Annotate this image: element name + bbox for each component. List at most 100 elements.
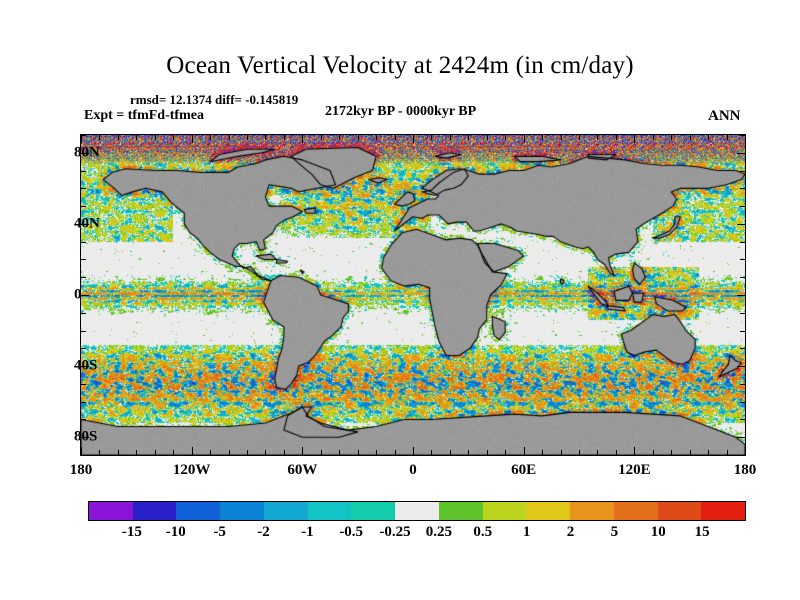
x-tick — [265, 450, 267, 456]
y-tick-right — [737, 366, 746, 368]
y-tick — [80, 170, 86, 172]
colorbar-band — [613, 502, 658, 520]
colorbar-band — [220, 502, 264, 520]
y-tick-right — [740, 401, 746, 403]
colorbar-band — [482, 502, 527, 520]
x-tick — [449, 450, 451, 456]
x-tick-top — [136, 134, 138, 140]
y-tick — [80, 135, 86, 136]
x-tick-top — [652, 134, 654, 140]
x-tick-top — [81, 134, 82, 143]
experiment-annotation: Expt = tfmFd-tfmea — [84, 108, 204, 123]
x-tick — [136, 450, 138, 456]
y-tick-right — [740, 383, 746, 385]
x-axis-label: 60W — [287, 462, 318, 478]
colorbar-tick-label: -2 — [257, 524, 270, 540]
time-period-annotation: 2172kyr BP - 0000kyr BP — [325, 104, 477, 119]
y-axis-label: 40N — [74, 215, 100, 232]
x-tick-top — [615, 134, 617, 140]
colorbar-band — [395, 502, 439, 520]
x-tick-top — [560, 134, 562, 140]
y-tick — [80, 152, 89, 154]
colorbar-tick-label: -0.5 — [339, 524, 364, 540]
x-axis-label: 60E — [511, 462, 537, 478]
y-tick-right — [740, 188, 746, 190]
colorbar-band — [263, 502, 308, 520]
x-tick-top — [247, 134, 248, 140]
x-tick-top — [99, 134, 101, 140]
y-tick — [80, 206, 86, 208]
x-tick — [210, 450, 212, 456]
y-tick — [80, 419, 86, 421]
colorbar-band — [570, 502, 614, 520]
x-tick-top — [265, 134, 267, 140]
x-tick-top — [597, 134, 599, 140]
x-tick-top — [579, 134, 580, 140]
y-tick — [80, 223, 89, 225]
colorbar-band — [307, 502, 352, 520]
x-tick-top — [542, 134, 544, 140]
x-tick-top — [173, 134, 175, 140]
y-tick — [80, 259, 86, 261]
colorbar-tick-label: 10 — [650, 524, 666, 540]
colorbar-tick-label: -5 — [213, 524, 226, 540]
x-tick-top — [191, 134, 193, 143]
map-plot-area — [80, 134, 746, 456]
y-axis-label: 0 — [74, 286, 82, 303]
colorbar-tick-label: -1 — [301, 524, 314, 540]
y-tick — [80, 455, 86, 456]
x-tick — [320, 450, 322, 456]
x-tick-top — [154, 134, 156, 140]
x-tick-top — [689, 134, 691, 140]
x-tick-top — [117, 134, 119, 140]
y-tick-right — [737, 152, 746, 154]
x-tick — [505, 450, 507, 456]
y-tick — [80, 348, 86, 350]
y-tick-right — [740, 455, 746, 456]
y-tick-right — [740, 241, 746, 243]
colorbar-band — [701, 502, 746, 520]
y-tick — [80, 241, 86, 243]
x-tick — [597, 450, 599, 456]
x-tick-top — [505, 134, 507, 140]
y-tick-right — [740, 312, 746, 314]
colorbar-tick-label: 5 — [610, 524, 619, 540]
y-tick — [80, 383, 86, 385]
x-tick-top — [320, 134, 322, 140]
x-tick — [376, 450, 378, 456]
x-tick — [283, 450, 285, 456]
colorbar-band — [132, 502, 177, 520]
colorbar-tick-label: 2 — [566, 524, 575, 540]
x-tick — [191, 447, 193, 456]
x-tick — [228, 450, 230, 456]
x-tick-top — [339, 134, 341, 140]
colorbar-band — [526, 502, 571, 520]
x-tick — [486, 450, 488, 456]
x-tick-top — [726, 134, 728, 140]
x-tick-top — [413, 134, 414, 143]
y-tick — [80, 188, 86, 190]
x-tick — [339, 450, 341, 456]
y-tick-right — [737, 437, 746, 439]
x-axis-label: 0 — [409, 462, 417, 478]
y-tick — [80, 330, 86, 332]
y-tick — [80, 295, 89, 296]
y-tick-right — [740, 135, 746, 136]
y-tick-right — [740, 277, 746, 279]
y-axis-label: 80S — [74, 428, 98, 445]
page-title: Ocean Vertical Velocity at 2424m (in cm/… — [166, 52, 634, 79]
x-tick — [745, 447, 746, 456]
x-tick-top — [745, 134, 746, 143]
y-tick-right — [740, 259, 746, 261]
x-tick — [173, 450, 175, 456]
x-tick-top — [671, 134, 673, 140]
x-tick — [247, 450, 248, 456]
y-tick-right — [740, 330, 746, 332]
x-tick — [689, 450, 691, 456]
x-tick-top — [394, 134, 396, 140]
x-tick — [726, 450, 728, 456]
x-tick-top — [449, 134, 451, 140]
y-tick-right — [740, 170, 746, 172]
y-axis-label: 40S — [74, 357, 98, 374]
